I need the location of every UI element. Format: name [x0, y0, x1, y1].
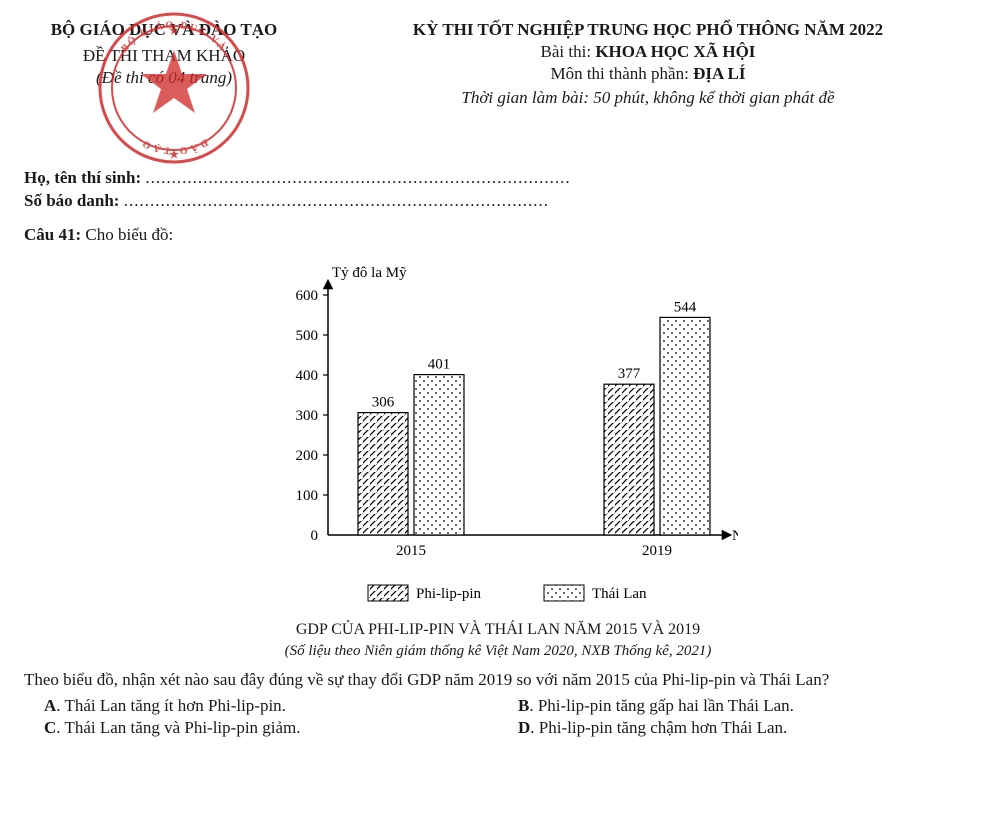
svg-text:401: 401	[428, 357, 451, 373]
candidate-name-line: Họ, tên thí sinh: ......................…	[24, 168, 972, 188]
exam-component-prefix: Môn thi thành phần:	[550, 64, 693, 83]
candidate-id-label: Số báo danh:	[24, 191, 124, 210]
svg-text:500: 500	[296, 328, 319, 344]
chart-source: (Số liệu theo Niên giám thống kê Việt Na…	[24, 643, 972, 660]
question-41: Câu 41: Cho biểu đồ: 0 100 200 300 400 500 600…	[24, 225, 972, 738]
gdp-bar-chart: 0 100 200 300 400 500 600 Tỷ đô la Mỹ Năm 306 401 2…	[258, 255, 738, 615]
answer-c-key: C	[44, 718, 56, 737]
candidate-name-label: Họ, tên thí sinh:	[24, 168, 145, 187]
svg-text:544: 544	[674, 299, 697, 315]
answer-d-key: D	[518, 718, 530, 737]
answer-c: C. Thái Lan tăng và Phi-lip-pin giảm.	[44, 718, 498, 738]
answer-a-text: . Thái Lan tăng ít hơn Phi-lip-pin.	[56, 696, 286, 715]
question-label: Câu 41:	[24, 225, 81, 244]
document-header: BỘ GIÁO DỤC VÀ ĐÀO TẠO ĐỀ THI THAM KHẢO …	[24, 20, 972, 108]
exam-title: KỲ THI TỐT NGHIỆP TRUNG HỌC PHỔ THÔNG NĂ…	[324, 20, 972, 40]
header-right: KỲ THI TỐT NGHIỆP TRUNG HỌC PHỔ THÔNG NĂ…	[324, 20, 972, 108]
svg-text:Thái Lan: Thái Lan	[592, 586, 647, 602]
svg-text:Năm: Năm	[732, 528, 738, 544]
chart-container: 0 100 200 300 400 500 600 Tỷ đô la Mỹ Năm 306 401 2…	[24, 255, 972, 615]
svg-text:300: 300	[296, 408, 319, 424]
answer-grid: A. Thái Lan tăng ít hơn Phi-lip-pin. B. …	[24, 696, 972, 738]
svg-text:377: 377	[618, 366, 641, 382]
answer-d: D. Phi-lip-pin tăng chậm hơn Thái Lan.	[518, 718, 972, 738]
exam-subject: Bài thi: KHOA HỌC XÃ HỘI	[324, 42, 972, 62]
exam-subject-name: KHOA HỌC XÃ HỘI	[595, 42, 755, 61]
svg-text:100: 100	[296, 488, 319, 504]
answer-d-text: . Phi-lip-pin tăng chậm hơn Thái Lan.	[530, 718, 787, 737]
header-left: BỘ GIÁO DỤC VÀ ĐÀO TẠO ĐỀ THI THAM KHẢO …	[24, 20, 304, 88]
question-prompt: Cho biểu đồ:	[85, 225, 173, 244]
candidate-name-dots: ........................................…	[145, 168, 570, 187]
answer-a: A. Thái Lan tăng ít hơn Phi-lip-pin.	[44, 696, 498, 716]
exam-time: Thời gian làm bài: 50 phút, không kể thờ…	[324, 88, 972, 108]
question-text: Theo biểu đồ, nhận xét nào sau đây đúng …	[24, 670, 972, 690]
svg-text:Tỷ đô la Mỹ: Tỷ đô la Mỹ	[332, 265, 407, 281]
svg-text:600: 600	[296, 288, 319, 304]
svg-text:400: 400	[296, 368, 319, 384]
svg-text:Phi-lip-pin: Phi-lip-pin	[416, 586, 482, 602]
exam-component-name: ĐỊA LÍ	[693, 64, 745, 83]
svg-text:ĐÀO TẠO: ĐÀO TẠO	[138, 136, 209, 156]
answer-b-key: B	[518, 696, 529, 715]
svg-text:0: 0	[311, 528, 319, 544]
candidate-id-dots: ........................................…	[124, 191, 549, 210]
exam-component: Môn thi thành phần: ĐỊA LÍ	[324, 64, 972, 84]
answer-a-key: A	[44, 696, 56, 715]
page-count: (Đề thi có 04 trang)	[24, 68, 304, 88]
answer-b: B. Phi-lip-pin tăng gấp hai lần Thái Lan…	[518, 696, 972, 716]
ministry-line: BỘ GIÁO DỤC VÀ ĐÀO TẠO	[24, 20, 304, 40]
svg-text:306: 306	[372, 395, 395, 411]
answer-c-text: . Thái Lan tăng và Phi-lip-pin giảm.	[56, 718, 300, 737]
candidate-id-line: Số báo danh: ...........................…	[24, 191, 972, 211]
candidate-info: Họ, tên thí sinh: ......................…	[24, 168, 972, 211]
svg-text:200: 200	[296, 448, 319, 464]
svg-text:★: ★	[169, 149, 179, 161]
svg-text:2019: 2019	[642, 543, 672, 559]
svg-text:2015: 2015	[396, 543, 426, 559]
answer-b-text: . Phi-lip-pin tăng gấp hai lần Thái Lan.	[529, 696, 794, 715]
chart-title: GDP CỦA PHI-LIP-PIN VÀ THÁI LAN NĂM 2015…	[24, 621, 972, 639]
exam-subject-prefix: Bài thi:	[541, 42, 596, 61]
reference-exam-title: ĐỀ THI THAM KHẢO	[24, 46, 304, 66]
